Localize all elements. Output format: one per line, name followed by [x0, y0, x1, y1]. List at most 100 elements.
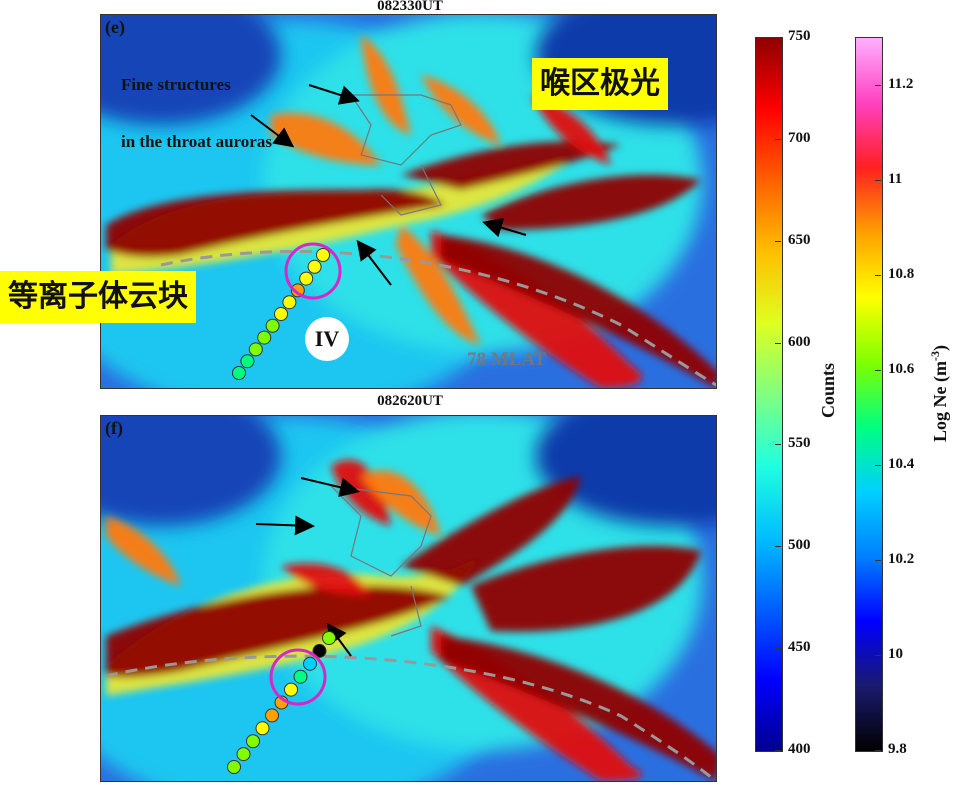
- arrow: [308, 84, 360, 105]
- arrow: [300, 477, 360, 498]
- satellite-track-point: [274, 307, 288, 321]
- satellite-track-point: [293, 669, 308, 684]
- counts-tick-mark: [775, 342, 781, 344]
- ne-tick-label: 10.4: [888, 455, 915, 472]
- panel-f-aurora-map: [101, 416, 716, 781]
- dark-region: [101, 416, 281, 526]
- panel-e-letter: (e): [105, 17, 125, 37]
- dark-region: [536, 416, 716, 526]
- annotation-line-1: Fine structures: [121, 75, 231, 94]
- ne-tick-mark: [875, 559, 881, 561]
- ne-tick-mark: [875, 464, 881, 466]
- counts-colorbar: [755, 37, 783, 752]
- counts-tick-label: 600: [788, 333, 811, 350]
- satellite-track-point: [282, 295, 297, 310]
- arrow: [482, 218, 527, 238]
- aurora-band: [421, 75, 501, 145]
- coastline: [329, 485, 432, 637]
- satellite-track-point: [257, 330, 272, 345]
- panel-e-annotation: Fine structures in the throat auroras: [121, 37, 272, 189]
- counts-tick-mark: [775, 546, 781, 548]
- aurora-band: [396, 225, 481, 345]
- aurora-band: [331, 459, 391, 526]
- counts-tick-label: 450: [788, 639, 811, 656]
- throat-aurora-callout: 喉区极光: [532, 58, 668, 110]
- panel-f-letter: (f): [105, 418, 123, 438]
- mlat-contour: [105, 654, 716, 781]
- ne-tick-label: 10.2: [888, 550, 915, 567]
- ne-tick-mark: [875, 274, 881, 276]
- aurora-band: [471, 545, 701, 632]
- ne-gradient: [856, 38, 882, 751]
- aurora-band: [106, 516, 181, 586]
- dark-region: [101, 15, 281, 125]
- annotation-line-2: in the throat auroras: [121, 132, 272, 151]
- ne-tick-label: 10.6: [888, 360, 915, 377]
- satellite-track-point: [232, 366, 246, 380]
- counts-tick-mark: [775, 240, 781, 242]
- counts-tick-mark: [775, 37, 781, 38]
- satellite-track-point: [248, 342, 263, 357]
- ne-tick-mark: [875, 84, 881, 86]
- satellite-track-point: [265, 708, 279, 723]
- aurora-band: [106, 189, 446, 258]
- aurora-band: [441, 636, 716, 781]
- satellite-track-point: [227, 760, 241, 774]
- satellite-track-point: [307, 259, 322, 274]
- aurora-band: [531, 95, 611, 165]
- counts-tick-mark: [775, 750, 781, 751]
- panel-f-time: 082620UT: [377, 393, 443, 409]
- aurora-band: [481, 174, 701, 230]
- plasma-patch-highlight: [284, 242, 342, 300]
- ne-tick-label: 9.8: [888, 741, 907, 757]
- mlat-contour: [160, 250, 716, 387]
- ne-tick-label: 11.2: [888, 75, 914, 92]
- counts-tick-label: 400: [788, 741, 811, 757]
- plasma-patch-highlight: [269, 648, 327, 706]
- counts-tick-mark: [775, 648, 781, 650]
- coastline: [349, 94, 462, 216]
- arrow: [356, 239, 392, 286]
- ne-tick-mark: [875, 654, 881, 656]
- stage-label: IV: [305, 317, 349, 361]
- satellite-track-point: [240, 354, 255, 369]
- satellite-track-point: [316, 248, 330, 262]
- arrow: [250, 114, 295, 148]
- counts-tick-label: 700: [788, 129, 811, 146]
- aurora-band: [441, 235, 716, 388]
- satellite-track-point: [246, 734, 260, 749]
- arrow: [255, 515, 315, 536]
- ne-tick-mark: [875, 179, 881, 181]
- ne-tick-label: 10.8: [888, 265, 915, 282]
- ne-label-sup: -3: [928, 351, 942, 362]
- satellite-track-point: [236, 747, 251, 762]
- aurora-band: [361, 35, 411, 135]
- aurora-band: [281, 563, 371, 596]
- satellite-track-point: [284, 682, 298, 697]
- ne-label-main: Log Ne (m: [930, 361, 950, 442]
- ne-tick-mark: [875, 369, 881, 371]
- counts-gradient: [756, 38, 782, 751]
- counts-tick-label: 650: [788, 231, 811, 248]
- arrow: [326, 622, 352, 657]
- satellite-track-point: [299, 271, 314, 286]
- panel-f-image: (f): [100, 415, 717, 782]
- plasma-patch-callout: 等离子体云块: [0, 271, 196, 323]
- ne-colorbar: [855, 37, 883, 752]
- aurora-band: [106, 585, 451, 678]
- counts-colorbar-label: Counts: [818, 362, 838, 418]
- satellite-track-point: [303, 656, 317, 671]
- ne-tick-label: 11: [888, 170, 903, 187]
- satellite-track-point: [312, 643, 327, 658]
- counts-tick-label: 500: [788, 537, 811, 554]
- panel-e-time: 082330UT: [377, 0, 443, 14]
- ne-tick-label: 10: [888, 645, 903, 662]
- ne-tick-mark: [875, 750, 881, 751]
- aurora-band: [401, 476, 581, 586]
- satellite-track-point: [255, 721, 270, 736]
- satellite-track-point: [322, 631, 336, 645]
- aurora-bands: [106, 35, 716, 388]
- aurora-band: [271, 113, 381, 165]
- ne-label-end: ): [930, 345, 950, 352]
- aurora-bands: [106, 459, 716, 781]
